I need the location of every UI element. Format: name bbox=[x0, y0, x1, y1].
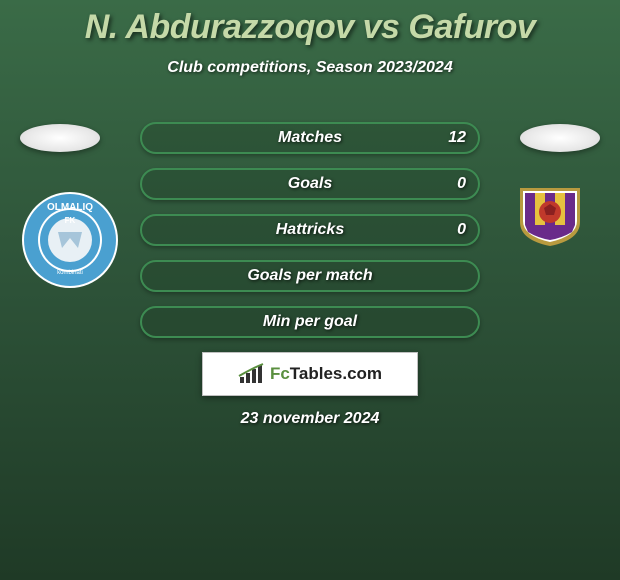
svg-text:FK: FK bbox=[65, 216, 76, 225]
player1-name: N. Abdurazzoqov bbox=[85, 8, 354, 46]
stat-row-min-per-goal: Min per goal bbox=[140, 306, 480, 338]
stat-label: Hattricks bbox=[276, 221, 344, 239]
stat-right-value: 0 bbox=[457, 221, 466, 239]
svg-text:OLMALIQ: OLMALIQ bbox=[47, 202, 93, 213]
brand-prefix: Fc bbox=[270, 364, 290, 383]
stat-label: Min per goal bbox=[263, 313, 357, 331]
player1-avatar bbox=[20, 124, 100, 152]
vs-text: vs bbox=[363, 8, 400, 46]
stat-row-goals: Goals 0 bbox=[140, 168, 480, 200]
stat-label: Goals bbox=[288, 175, 332, 193]
date-label: 23 november 2024 bbox=[0, 410, 620, 428]
brand-box[interactable]: FcTables.com bbox=[202, 352, 418, 396]
olmaliq-badge-icon: OLMALIQ FK kombinati bbox=[20, 180, 120, 300]
stat-right-value: 12 bbox=[448, 129, 466, 147]
stat-label: Goals per match bbox=[247, 267, 372, 285]
svg-text:kombinati: kombinati bbox=[57, 270, 83, 276]
subtitle: Club competitions, Season 2023/2024 bbox=[0, 59, 620, 77]
brand-text: FcTables.com bbox=[270, 364, 382, 384]
comparison-title: N. Abdurazzoqov vs Gafurov bbox=[0, 0, 620, 47]
club-badge-left: OLMALIQ FK kombinati bbox=[20, 180, 120, 300]
club-badge-right bbox=[500, 180, 600, 250]
bar-chart-icon bbox=[238, 363, 264, 385]
brand-suffix: Tables.com bbox=[290, 364, 382, 383]
stats-container: Matches 12 Goals 0 Hattricks 0 Goals per… bbox=[140, 122, 480, 352]
stat-row-goals-per-match: Goals per match bbox=[140, 260, 480, 292]
stat-row-hattricks: Hattricks 0 bbox=[140, 214, 480, 246]
player2-name: Gafurov bbox=[408, 8, 535, 46]
player2-avatar bbox=[520, 124, 600, 152]
stat-row-matches: Matches 12 bbox=[140, 122, 480, 154]
stat-label: Matches bbox=[278, 129, 342, 147]
stat-right-value: 0 bbox=[457, 175, 466, 193]
qizilqum-badge-icon bbox=[500, 180, 600, 250]
